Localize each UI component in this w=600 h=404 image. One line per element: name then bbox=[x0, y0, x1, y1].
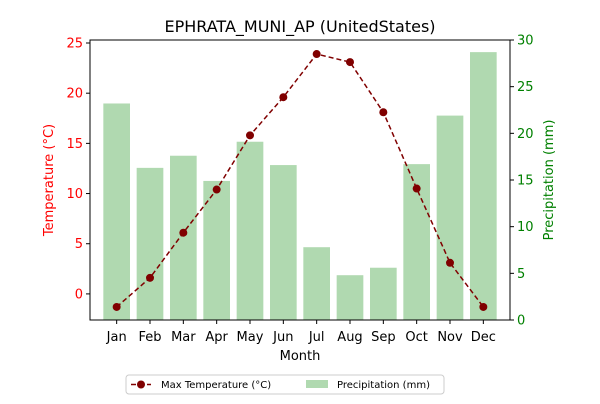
y-right-tick-label: 0 bbox=[517, 314, 525, 329]
y-right-tick-label: 20 bbox=[517, 127, 534, 142]
y-right-tick-label: 25 bbox=[517, 80, 534, 95]
x-tick-label: Apr bbox=[205, 330, 228, 345]
x-tick-label: Sep bbox=[371, 330, 396, 345]
x-tick-label: Oct bbox=[405, 330, 427, 345]
temperature-point bbox=[312, 50, 321, 59]
precipitation-bar bbox=[436, 115, 464, 320]
precipitation-bar bbox=[236, 141, 264, 320]
temperature-point bbox=[412, 184, 421, 193]
temperature-line bbox=[116, 53, 484, 308]
y-left-tick-label: 15 bbox=[66, 137, 83, 152]
x-axis-label: Month bbox=[280, 349, 321, 364]
temperature-point bbox=[146, 273, 154, 282]
y-left-axis: 0 5 10 15 20 25 bbox=[66, 37, 90, 302]
temperature-point bbox=[179, 228, 188, 237]
precipitation-bar bbox=[470, 52, 497, 320]
y-left-tick-label: 0 bbox=[75, 287, 83, 302]
precipitation-bar bbox=[370, 267, 397, 320]
temperature-point bbox=[279, 93, 288, 102]
precipitation-bar bbox=[170, 155, 197, 320]
y-right-tick-label: 30 bbox=[517, 34, 534, 49]
precipitation-bar bbox=[136, 167, 164, 320]
y-left-tick-label: 20 bbox=[66, 87, 83, 102]
legend-line-marker bbox=[137, 380, 145, 389]
x-tick-label: Aug bbox=[337, 330, 362, 345]
x-tick-label: Feb bbox=[138, 330, 161, 345]
y-right-axis-label: Precipitation (mm) bbox=[542, 120, 557, 241]
legend-label-precipitation: Precipitation (mm) bbox=[337, 380, 430, 391]
x-tick-label: Jan bbox=[106, 330, 127, 345]
precipitation-bar bbox=[103, 103, 130, 320]
x-tick-label: May bbox=[237, 330, 264, 345]
precipitation-bar bbox=[270, 165, 297, 320]
precipitation-bars bbox=[103, 52, 497, 320]
y-left-axis-label: Temperature (°C) bbox=[42, 124, 57, 237]
temperature-point bbox=[379, 108, 388, 117]
chart-title: EPHRATA_MUNI_AP (UnitedStates) bbox=[164, 17, 435, 37]
precipitation-bar bbox=[336, 275, 364, 320]
temperature-point bbox=[246, 131, 254, 140]
x-axis: Jan Feb Mar Apr May Jun Jul Aug Sep Oct Nov Dec bbox=[106, 320, 496, 345]
y-right-tick-label: 10 bbox=[517, 220, 534, 235]
y-left-tick-label: 25 bbox=[66, 37, 83, 52]
x-tick-label: Jul bbox=[308, 330, 325, 345]
temperature-point bbox=[479, 302, 488, 311]
x-tick-label: Dec bbox=[471, 330, 496, 345]
y-right-tick-label: 5 bbox=[517, 267, 525, 282]
temperature-point bbox=[346, 58, 354, 67]
precipitation-bar bbox=[203, 180, 230, 320]
legend: Max Temperature (°C) Precipitation (mm) bbox=[125, 374, 445, 395]
temperature-point bbox=[112, 302, 121, 311]
y-right-axis: 0 5 10 15 20 25 30 bbox=[510, 34, 534, 329]
legend-frame bbox=[125, 374, 445, 395]
legend-bar-swatch bbox=[306, 380, 328, 388]
legend-label-temperature: Max Temperature (°C) bbox=[161, 380, 271, 391]
x-tick-label: Mar bbox=[171, 330, 196, 345]
x-tick-label: Jun bbox=[272, 330, 293, 345]
temperature-line-group bbox=[112, 50, 488, 311]
y-left-tick-label: 10 bbox=[66, 187, 83, 202]
temperature-point bbox=[446, 258, 454, 267]
precipitation-bar bbox=[303, 247, 330, 320]
x-tick-label: Nov bbox=[437, 330, 463, 345]
y-right-tick-label: 15 bbox=[517, 174, 534, 189]
temperature-point bbox=[212, 185, 221, 194]
y-left-tick-label: 5 bbox=[75, 237, 83, 252]
